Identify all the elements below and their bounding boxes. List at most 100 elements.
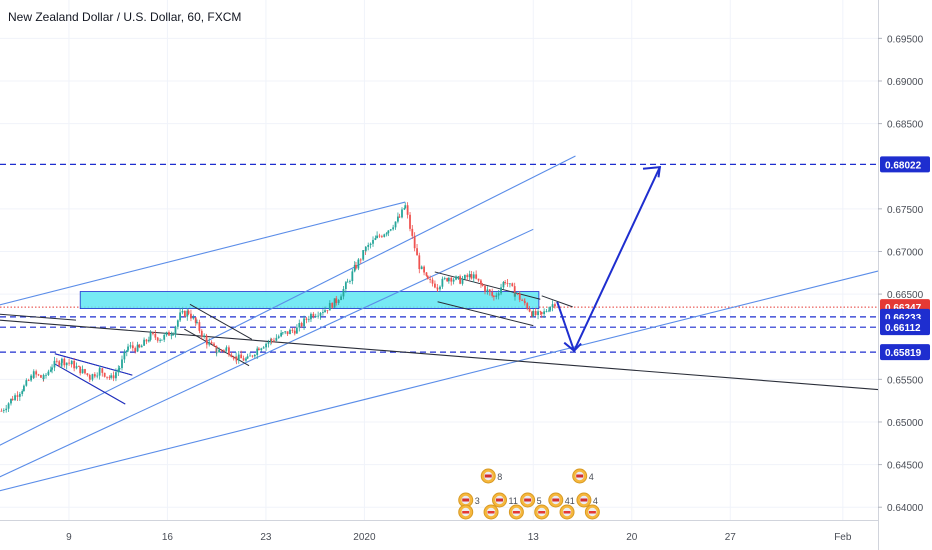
candle-body[interactable]: [492, 295, 495, 297]
candle-body[interactable]: [446, 278, 449, 282]
projection-up-line[interactable]: [573, 166, 661, 352]
candle-body[interactable]: [457, 276, 460, 278]
flag-line[interactable]: [54, 363, 126, 405]
candle-body[interactable]: [242, 358, 245, 361]
candle-body[interactable]: [140, 345, 143, 348]
candle-body[interactable]: [416, 248, 418, 256]
candle-body[interactable]: [117, 369, 120, 373]
candle-body[interactable]: [484, 285, 486, 292]
candle-body[interactable]: [7, 403, 10, 409]
candle-body[interactable]: [413, 235, 416, 249]
candle-body[interactable]: [25, 380, 28, 386]
candle-body[interactable]: [55, 360, 58, 362]
candle-body[interactable]: [389, 229, 392, 231]
candle-body[interactable]: [89, 378, 91, 380]
candle-body[interactable]: [295, 327, 298, 334]
candle-body[interactable]: [112, 375, 115, 379]
candle-body[interactable]: [455, 276, 457, 280]
candle-body[interactable]: [203, 335, 206, 337]
candle-body[interactable]: [324, 310, 326, 313]
candle-body[interactable]: [86, 373, 89, 376]
candle-body[interactable]: [298, 323, 301, 328]
candle-body[interactable]: [174, 326, 177, 335]
price-label-box[interactable]: [880, 319, 930, 336]
candle-body[interactable]: [475, 274, 478, 279]
candle-body[interactable]: [5, 408, 8, 411]
candle-body[interactable]: [27, 380, 30, 381]
candle-body[interactable]: [121, 359, 123, 369]
candle-body[interactable]: [251, 355, 254, 357]
candle-body[interactable]: [486, 289, 489, 292]
candle-body[interactable]: [257, 348, 260, 351]
candle-body[interactable]: [79, 366, 82, 374]
plot-area[interactable]: [0, 0, 878, 520]
candle-body[interactable]: [537, 311, 539, 315]
candle-body[interactable]: [470, 274, 473, 279]
candle-body[interactable]: [115, 372, 117, 379]
candle-body[interactable]: [333, 298, 336, 308]
candle-body[interactable]: [35, 371, 38, 375]
candle-body[interactable]: [58, 361, 61, 366]
candle-body[interactable]: [99, 368, 101, 370]
resistance-zone[interactable]: [79, 291, 540, 309]
candle-body[interactable]: [179, 312, 182, 321]
candle-body[interactable]: [129, 345, 132, 347]
candle-body[interactable]: [426, 275, 429, 280]
candle-body[interactable]: [123, 352, 126, 360]
candle-body[interactable]: [434, 283, 436, 288]
candle-body[interactable]: [273, 340, 275, 342]
candle-body[interactable]: [147, 339, 150, 342]
candle-body[interactable]: [277, 336, 280, 338]
trendline-black[interactable]: [0, 319, 879, 391]
candle-body[interactable]: [138, 344, 141, 348]
candle-body[interactable]: [65, 362, 68, 366]
candle-body[interactable]: [378, 235, 381, 237]
candle-body[interactable]: [149, 332, 152, 340]
candle-body[interactable]: [61, 358, 63, 363]
candle-body[interactable]: [383, 234, 386, 237]
candle-body[interactable]: [32, 371, 35, 378]
candle-body[interactable]: [73, 360, 76, 369]
candle-body[interactable]: [447, 277, 450, 282]
candle-body[interactable]: [81, 369, 84, 374]
candle-body[interactable]: [500, 287, 502, 294]
candle-body[interactable]: [75, 366, 78, 369]
economic-events[interactable]: 8 4 3 11 5 41 4: [458, 468, 600, 520]
candle-body[interactable]: [253, 354, 256, 357]
candle-body[interactable]: [380, 236, 383, 238]
candle-body[interactable]: [30, 375, 32, 381]
candle-body[interactable]: [165, 332, 168, 335]
candle-body[interactable]: [477, 278, 480, 281]
candle-body[interactable]: [310, 313, 312, 320]
candle-body[interactable]: [187, 310, 190, 314]
candle-body[interactable]: [37, 374, 40, 376]
candle-body[interactable]: [362, 250, 365, 260]
candle-body[interactable]: [68, 362, 70, 364]
candle-body[interactable]: [342, 289, 345, 297]
candle-body[interactable]: [369, 243, 372, 246]
candle-body[interactable]: [249, 355, 251, 357]
candle-body[interactable]: [232, 357, 235, 359]
candle-body[interactable]: [230, 354, 233, 358]
candle-body[interactable]: [235, 356, 238, 361]
candle-body[interactable]: [291, 329, 294, 331]
candle-body[interactable]: [280, 332, 283, 337]
candle-body[interactable]: [439, 286, 441, 290]
candle-body[interactable]: [488, 289, 491, 293]
candle-body[interactable]: [181, 311, 184, 313]
candle-body[interactable]: [418, 255, 421, 270]
candle-body[interactable]: [23, 385, 25, 392]
candle-body[interactable]: [463, 275, 466, 279]
candle-body[interactable]: [18, 393, 21, 397]
trendline[interactable]: [0, 270, 879, 492]
candle-body[interactable]: [93, 374, 96, 377]
candle-body[interactable]: [145, 339, 148, 342]
candle-body[interactable]: [275, 337, 278, 341]
candle-body[interactable]: [480, 280, 482, 285]
candle-body[interactable]: [506, 282, 509, 284]
candle-body[interactable]: [367, 245, 370, 247]
candle-body[interactable]: [331, 302, 334, 308]
candle-body[interactable]: [540, 312, 543, 315]
trendline[interactable]: [0, 201, 406, 306]
candle-body[interactable]: [319, 313, 322, 316]
